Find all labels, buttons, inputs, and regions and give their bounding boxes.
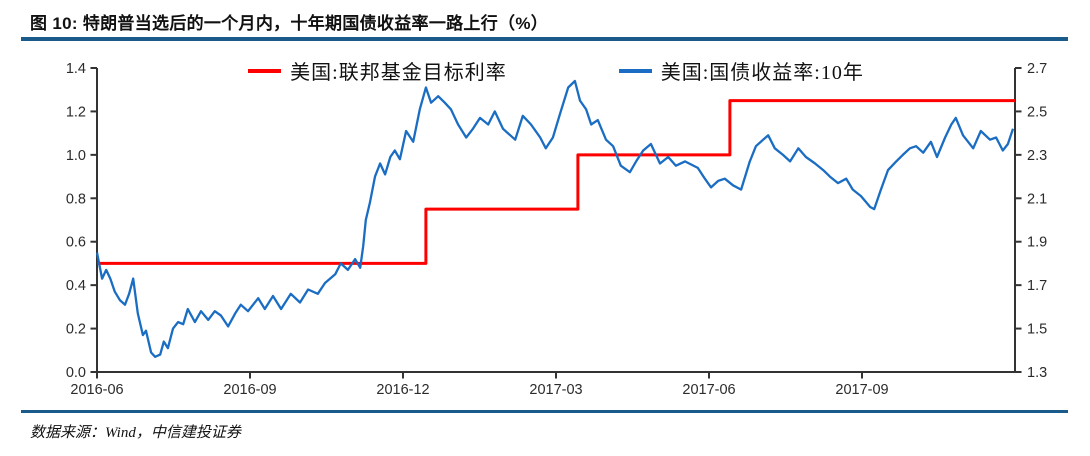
right-axis-tick-label: 1.7 xyxy=(1027,278,1047,294)
left-axis-tick-label: 0.2 xyxy=(66,322,86,338)
x-axis-tick-label: 2016-09 xyxy=(223,382,276,398)
right-axis-tick-label: 2.3 xyxy=(1027,148,1047,164)
left-axis-tick-label: 0.0 xyxy=(66,365,86,381)
figure-title: 图 10: 特朗普当选后的一个月内，十年期国债收益率一路上行（%） xyxy=(30,14,549,33)
right-axis-tick-label: 1.9 xyxy=(1027,235,1047,251)
x-axis-tick-label: 2017-06 xyxy=(682,382,735,398)
treasury-yield-line xyxy=(95,79,1015,358)
x-axis-tick-label: 2017-03 xyxy=(529,382,582,398)
right-axis-tick-label: 2.5 xyxy=(1027,104,1047,120)
left-axis-tick-label: 0.6 xyxy=(66,235,86,251)
right-axis-tick-label: 2.1 xyxy=(1027,191,1047,207)
data-source-note: 数据来源：Wind，中信建投证券 xyxy=(30,425,241,441)
title-divider-rule xyxy=(21,37,1068,41)
footer-divider-rule xyxy=(21,410,1068,413)
left-axis-tick-label: 1.2 xyxy=(66,104,86,120)
left-axis-tick-label: 0.4 xyxy=(66,278,86,294)
x-axis-tick-label: 2017-09 xyxy=(835,382,888,398)
x-axis-tick-label: 2016-06 xyxy=(70,382,123,398)
fed-funds-rate-line xyxy=(97,99,1015,265)
right-axis-tick-label: 2.7 xyxy=(1027,61,1047,77)
left-axis-tick-label: 1.0 xyxy=(66,148,86,164)
left-axis-tick-label: 1.4 xyxy=(66,61,86,77)
right-axis-tick-label: 1.5 xyxy=(1027,322,1047,338)
x-axis-tick-label: 2016-12 xyxy=(376,382,429,398)
right-axis-tick-label: 1.3 xyxy=(1027,365,1047,381)
left-axis-tick-label: 0.8 xyxy=(66,191,86,207)
